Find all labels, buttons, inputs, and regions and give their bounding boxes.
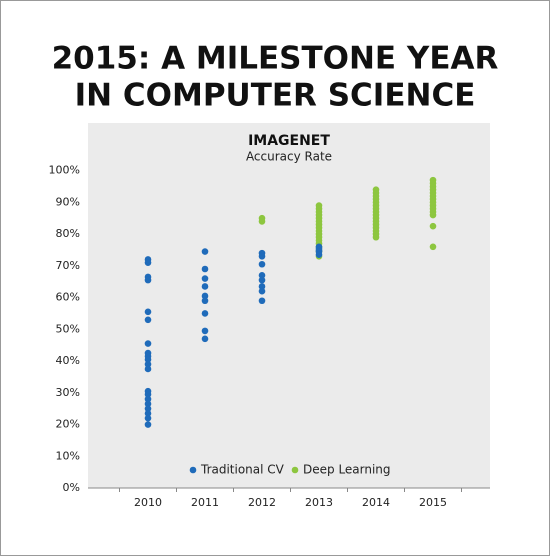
point xyxy=(429,211,437,219)
x-tick-label: 2012 xyxy=(248,496,276,509)
point xyxy=(201,310,209,317)
legend-swatch xyxy=(189,466,197,474)
y-tick-label: 40% xyxy=(56,354,80,367)
y-tick-label: 100% xyxy=(49,164,80,177)
y-tick-label: 0% xyxy=(63,481,80,494)
legend: Traditional CV Deep Learning xyxy=(189,463,391,477)
y-tick-label: 20% xyxy=(56,418,80,431)
point xyxy=(258,218,266,225)
x-tick-label: 2011 xyxy=(191,496,219,509)
point xyxy=(144,316,152,324)
point xyxy=(258,287,266,295)
point xyxy=(429,243,437,251)
point xyxy=(201,275,209,282)
point xyxy=(144,356,152,363)
chart-title-line: 2015: A MILESTONE YEAR xyxy=(52,41,499,77)
point xyxy=(201,297,209,305)
point xyxy=(258,297,266,305)
point xyxy=(315,251,323,259)
point xyxy=(258,276,266,284)
point xyxy=(258,272,266,279)
point xyxy=(144,414,152,422)
legend-label: Deep Learning xyxy=(303,463,391,477)
point xyxy=(144,360,152,368)
plot-subtitle: Accuracy Rate xyxy=(246,150,332,164)
point xyxy=(201,283,209,290)
point xyxy=(258,283,266,290)
point xyxy=(258,260,266,268)
point xyxy=(144,365,152,373)
point xyxy=(144,421,152,428)
y-tick-label: 90% xyxy=(56,195,80,208)
y-tick-label: 60% xyxy=(56,291,80,304)
point xyxy=(144,410,152,417)
point xyxy=(144,340,152,347)
chart-title-line: IN COMPUTER SCIENCE xyxy=(75,78,476,114)
point xyxy=(144,259,152,266)
x-tick-label: 2015 xyxy=(419,496,447,509)
point xyxy=(144,391,152,398)
y-tick-label: 30% xyxy=(56,386,80,399)
legend-label: Traditional CV xyxy=(200,463,285,477)
point xyxy=(144,276,152,284)
point xyxy=(201,248,209,255)
point xyxy=(144,405,152,412)
y-tick-label: 50% xyxy=(56,322,80,335)
y-tick-label: 80% xyxy=(56,227,80,240)
point xyxy=(144,400,152,408)
point xyxy=(429,222,437,230)
point xyxy=(201,335,209,343)
x-tick-label: 2013 xyxy=(305,496,333,509)
point xyxy=(201,265,209,273)
point xyxy=(201,327,209,335)
point xyxy=(372,233,380,241)
point xyxy=(144,308,152,316)
x-tick-label: 2014 xyxy=(362,496,390,509)
legend-swatch xyxy=(291,466,299,474)
plot-title: IMAGENET xyxy=(248,133,330,149)
plot-area xyxy=(88,123,490,488)
point xyxy=(201,292,209,300)
y-tick-label: 70% xyxy=(56,259,80,272)
point xyxy=(258,253,266,260)
point xyxy=(144,395,152,403)
y-tick-label: 10% xyxy=(56,449,80,462)
x-tick-label: 2010 xyxy=(134,496,162,509)
marks xyxy=(144,176,437,428)
axes: 0% 10% 20% 30% 40% 50% 60% 70% 80% 90% 100% 2010 201… xyxy=(49,164,490,509)
